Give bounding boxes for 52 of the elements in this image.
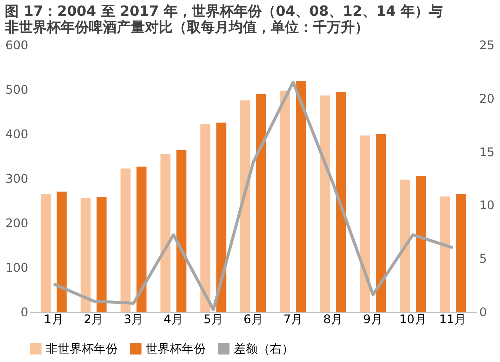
bar: [176, 150, 187, 312]
bar: [336, 92, 346, 312]
x-tick-label: 6月: [244, 312, 264, 326]
line-series: [52, 80, 455, 312]
x-tick-label: 1月: [44, 312, 64, 326]
y-tick-label: 200: [6, 216, 28, 230]
legend-label: 世界杯年份: [146, 342, 206, 356]
x-tick-label: 4月: [164, 312, 184, 326]
x-tick-label: 2月: [84, 312, 104, 326]
y2-tick-label: 10: [480, 198, 495, 213]
bar: [200, 124, 211, 312]
bar: [360, 136, 370, 312]
x-tick-label: 9月: [363, 312, 384, 326]
bar: [416, 176, 426, 312]
y-tick-label: 500: [6, 83, 28, 97]
y2-tick-label: 15: [480, 145, 495, 160]
y2-tick-label: 20: [480, 92, 495, 106]
x-tick-label: 7月: [284, 312, 304, 326]
y2-tick-label: 25: [480, 38, 495, 52]
bar: [376, 134, 386, 312]
x-tick-label: 3月: [124, 312, 144, 326]
bar: [216, 122, 227, 312]
bar: [136, 166, 147, 312]
y2-tick-label: 5: [480, 252, 488, 266]
x-tick-label: 10月: [400, 312, 427, 326]
bar: [456, 194, 466, 312]
y-tick-label: 300: [6, 172, 28, 186]
bar: [256, 94, 266, 312]
x-tick-label: 5月: [204, 312, 224, 326]
y-tick-label: 600: [6, 38, 28, 52]
x-tick-label: 11月: [439, 312, 467, 326]
bar: [80, 198, 91, 312]
bar: [160, 154, 171, 312]
bar: [280, 90, 290, 312]
bar: [120, 168, 131, 312]
x-tick-label: 8月: [324, 312, 344, 326]
bar: [440, 196, 450, 312]
bar: [296, 81, 306, 312]
legend-label: 差额（右）: [234, 342, 294, 356]
bar: [96, 197, 107, 312]
bar: [240, 100, 251, 312]
bar: [320, 96, 330, 312]
y2-tick-label: 0: [480, 306, 488, 320]
text: 非世界杯年份啤酒产量对比（取每月均值，单位：千万升）: [5, 20, 370, 36]
text: 图 17：2004 至 2017 年，世界杯年份（04、08、12、14 年）与: [5, 4, 443, 20]
y-tick-label: 0: [20, 306, 28, 320]
y-tick-label: 400: [6, 128, 28, 142]
bar: [56, 192, 67, 312]
legend-label: 非世界杯年份: [46, 342, 118, 356]
bar: [40, 194, 51, 312]
bar: [400, 180, 410, 312]
y-tick-label: 100: [6, 261, 28, 275]
